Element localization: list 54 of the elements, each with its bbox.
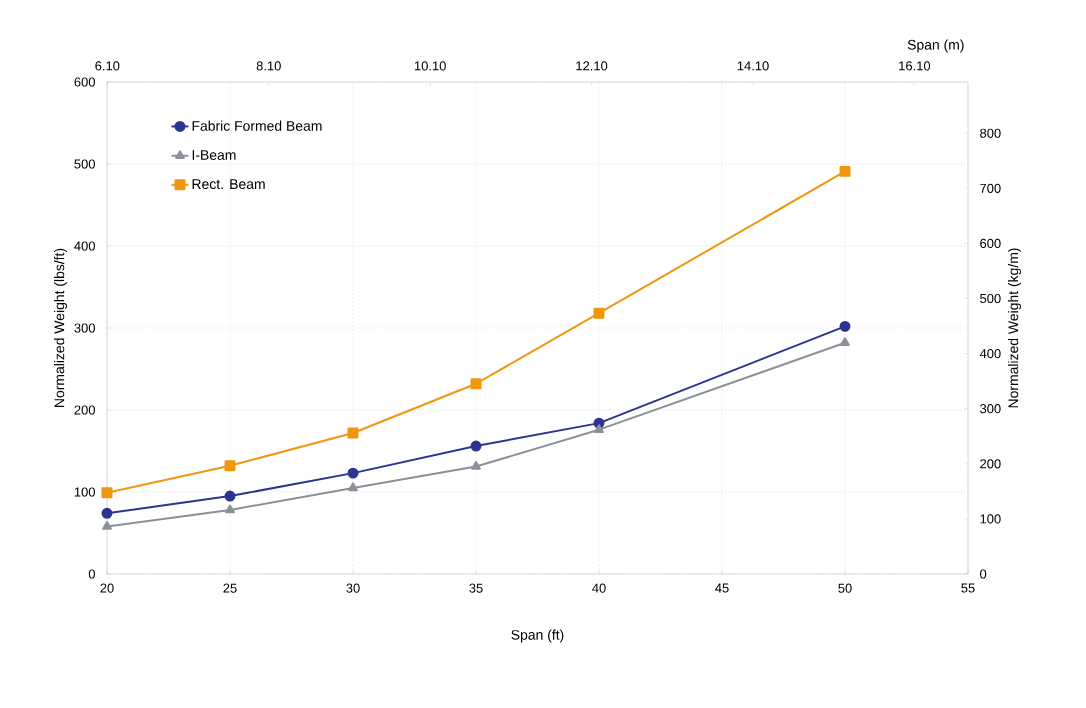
y2-tick-label: 400 (979, 349, 1001, 359)
y2-tick-label: 600 (980, 238, 1001, 248)
x2-tick-label: 12.10 (576, 61, 608, 71)
x2-tick-label: 10.10 (414, 61, 446, 71)
y-tick-label: 500 (74, 159, 95, 169)
y-axis-title: Normalized Weight (lbs/ft) (54, 248, 68, 407)
point (348, 482, 358, 492)
y2-tick-label: 0 (980, 569, 987, 579)
y2-tick-label: 200 (980, 459, 1001, 469)
point (225, 504, 235, 514)
point (224, 490, 236, 502)
x-tick-label: 30 (346, 583, 360, 593)
point (347, 427, 359, 439)
y2-tick-label: 700 (980, 183, 1001, 193)
point (593, 307, 605, 319)
point (470, 440, 482, 452)
y-tick-label: 600 (74, 77, 95, 87)
point (102, 520, 112, 530)
x2-tick-label: 6.10 (95, 61, 120, 71)
x-tick-label: 45 (715, 583, 729, 593)
y-tick-label: 300 (74, 323, 95, 333)
legend-label: Rect. Beam (192, 179, 265, 190)
x-tick-label: 25 (223, 583, 237, 593)
x-tick-label: 35 (469, 583, 483, 593)
x-tick-label: 55 (961, 583, 975, 593)
point (470, 378, 482, 390)
x-tick-label: 40 (592, 583, 606, 593)
y2-tick-label: 500 (980, 293, 1001, 304)
point (840, 337, 850, 346)
x2-tick-label: 8.10 (256, 61, 281, 71)
y-tick-label: 400 (74, 241, 95, 251)
y2-tick-label: 300 (980, 404, 1001, 414)
x2-tick-label: 16.10 (899, 61, 931, 71)
point (839, 320, 851, 332)
x2-tick-label: 14.10 (737, 61, 769, 71)
y-tick-label: 200 (74, 405, 95, 415)
point (471, 461, 481, 470)
point (101, 507, 113, 519)
y2-axis-title: Normalized Weight (kg/m) (1007, 248, 1021, 408)
point (101, 487, 113, 499)
y2-tick-label: 800 (980, 128, 1001, 138)
y2-tick-label: 100 (980, 514, 1001, 524)
point (594, 424, 604, 433)
legend-label: I-Beam (192, 150, 236, 160)
x2-axis-title: Span (m) (907, 39, 964, 53)
y-tick-label: 0 (88, 569, 95, 579)
x-tick-label: 50 (838, 583, 852, 593)
point (839, 165, 851, 177)
y-tick-label: 100 (74, 487, 95, 497)
point (224, 460, 236, 472)
point (347, 467, 359, 479)
x-axis-title: Span (ft) (511, 629, 564, 643)
legend-label: Fabric Formed Beam (192, 120, 322, 131)
x-tick-label: 20 (100, 583, 114, 593)
